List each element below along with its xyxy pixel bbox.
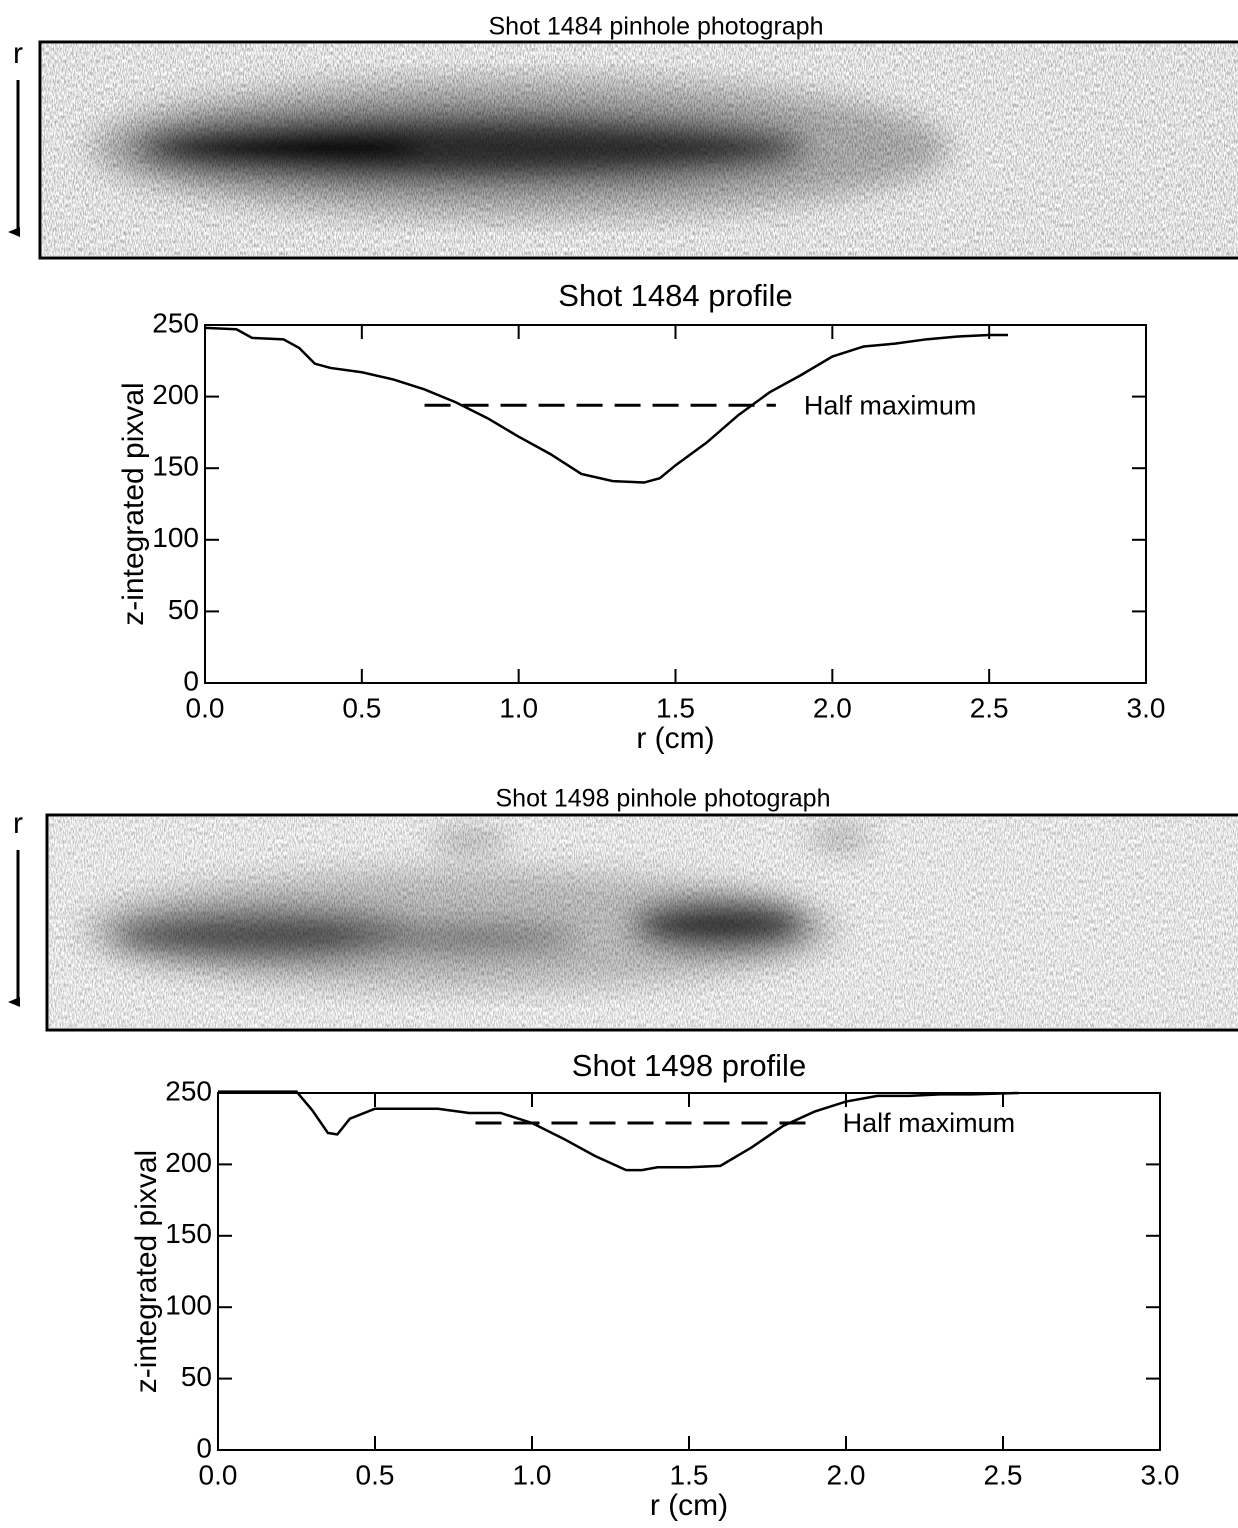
x-axis-label: r (cm) (636, 722, 714, 755)
x-axis-label: r (cm) (650, 1489, 728, 1522)
y-tick-label: 0 (196, 1432, 212, 1463)
chart-title: Shot 1484 profile (558, 278, 792, 313)
photo-title: Shot 1484 pinhole photograph (488, 13, 823, 41)
x-tick-label: 0.5 (342, 692, 381, 723)
photo-title: Shot 1498 pinhole photograph (495, 785, 830, 813)
x-tick-label: 0.0 (186, 692, 225, 723)
y-tick-label: 200 (152, 379, 199, 410)
profile-line (218, 1090, 1019, 1172)
photo-axis-label: r (13, 807, 23, 840)
y-tick-label: 250 (152, 307, 199, 338)
y-tick-label: 250 (165, 1075, 212, 1106)
photo-axis-label: r (13, 37, 23, 70)
chart-title: Shot 1498 profile (572, 1048, 806, 1083)
y-tick-label: 150 (152, 451, 199, 482)
y-tick-label: 100 (165, 1290, 212, 1321)
x-tick-label: 2.5 (970, 692, 1009, 723)
plot-frame (204, 324, 1147, 684)
x-tick-label: 0.0 (199, 1459, 238, 1490)
photo-grain (42, 44, 1238, 256)
photograph: Shot 1498 pinhole photograph r (8, 785, 1238, 1032)
x-tick-label: 0.5 (356, 1459, 395, 1490)
line-chart: Shot 1484 profile 0.0 0.5 1.0 1.5 2.0 2.5 3.0 0 5… (117, 278, 1166, 755)
line-chart: Shot 1498 profile 0.0 0.5 1.0 1.5 2.0 2.5 3.0 0 5… (130, 1048, 1180, 1522)
x-tick-label: 1.0 (499, 692, 538, 723)
half-maximum-label: Half maximum (843, 1108, 1016, 1138)
plot-frame (217, 1092, 1161, 1451)
x-tick-label: 3.0 (1141, 1459, 1180, 1490)
y-tick-label: 50 (181, 1361, 212, 1392)
y-tick-label: 100 (152, 522, 199, 553)
x-tick-label: 1.0 (513, 1459, 552, 1490)
y-tick-label: 50 (168, 594, 199, 625)
y-axis-label: z-integrated pixval (130, 1150, 163, 1393)
x-tick-label: 1.5 (670, 1459, 709, 1490)
x-tick-label: 3.0 (1127, 692, 1166, 723)
half-maximum-label: Half maximum (804, 390, 977, 420)
photograph: Shot 1484 pinhole photograph r (8, 13, 1238, 260)
y-tick-label: 200 (165, 1147, 212, 1178)
y-axis-label: z-integrated pixval (117, 382, 150, 625)
x-tick-label: 2.0 (813, 692, 852, 723)
x-tick-label: 2.5 (984, 1459, 1023, 1490)
profile-line (204, 326, 1008, 484)
photo-grain (49, 817, 1238, 1028)
y-tick-label: 0 (183, 665, 199, 696)
x-tick-label: 2.0 (827, 1459, 866, 1490)
y-tick-label: 150 (165, 1218, 212, 1249)
x-tick-label: 1.5 (656, 692, 695, 723)
